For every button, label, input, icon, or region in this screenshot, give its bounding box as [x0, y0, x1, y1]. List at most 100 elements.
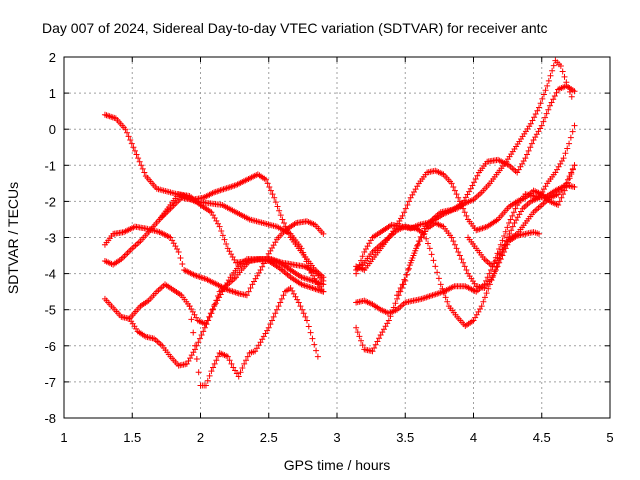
data-point [469, 182, 476, 189]
y-tick-label: 2 [49, 50, 56, 65]
data-point [455, 194, 462, 201]
data-point [208, 310, 215, 317]
data-point [435, 290, 442, 297]
data-point [385, 317, 392, 324]
data-point [223, 185, 230, 192]
data-point [556, 198, 563, 205]
data-point [491, 268, 498, 275]
y-tick-label: -4 [44, 267, 56, 282]
data-point [128, 140, 135, 147]
data-point [105, 112, 112, 119]
data-point [217, 187, 224, 194]
data-point [444, 298, 451, 305]
data-point [282, 223, 289, 230]
data-point [467, 185, 474, 192]
data-point [232, 367, 239, 374]
data-point [427, 292, 434, 299]
data-point [317, 287, 324, 294]
data-point [463, 266, 470, 273]
data-point [255, 342, 262, 349]
data-point [487, 266, 494, 273]
data-point [211, 301, 218, 308]
data-point [448, 180, 455, 187]
data-point [571, 122, 578, 129]
data-point [274, 203, 281, 210]
data-point [476, 226, 483, 233]
data-point [528, 140, 535, 147]
data-point [311, 341, 318, 348]
data-point [571, 183, 578, 190]
data-point [402, 205, 409, 212]
data-point [179, 260, 186, 267]
data-point [460, 259, 467, 266]
data-point [448, 234, 455, 241]
data-point [548, 99, 555, 106]
data-point [474, 172, 481, 179]
data-point [401, 276, 408, 283]
data-point [353, 324, 360, 331]
data-point [481, 294, 488, 301]
data-point [399, 212, 406, 219]
data-point [504, 224, 511, 231]
data-point [550, 62, 557, 69]
data-point [313, 347, 320, 354]
data-point [224, 353, 231, 360]
data-point [451, 241, 458, 248]
data-point [566, 88, 573, 95]
data-point [272, 310, 279, 317]
data-point [257, 266, 264, 273]
series-6 [156, 171, 327, 281]
data-point [540, 91, 547, 98]
data-point [213, 357, 220, 364]
data-point [304, 283, 311, 290]
data-point [376, 335, 383, 342]
data-point [550, 96, 557, 103]
data-point [306, 276, 313, 283]
data-point [188, 316, 195, 323]
data-point [501, 233, 508, 240]
data-point [488, 277, 495, 284]
data-point [300, 310, 307, 317]
data-point [505, 220, 512, 227]
data-point [417, 233, 424, 240]
data-point [310, 285, 317, 292]
data-point [522, 155, 529, 162]
data-point [195, 369, 202, 376]
data-point [303, 317, 310, 324]
data-point [412, 247, 419, 254]
data-point [374, 338, 381, 345]
data-point [432, 263, 439, 270]
data-point [403, 271, 410, 278]
data-point [195, 339, 202, 346]
data-point [507, 216, 514, 223]
data-point [527, 144, 534, 151]
data-point [234, 289, 241, 296]
data-point [159, 213, 166, 220]
data-point [455, 248, 462, 255]
data-point [273, 306, 280, 313]
series-12 [353, 122, 578, 329]
tick-marks [63, 56, 611, 419]
series-2 [101, 218, 327, 299]
x-tick-label: 3 [333, 430, 340, 445]
data-point [270, 313, 277, 320]
series-5 [126, 256, 327, 369]
data-point [478, 303, 485, 310]
y-tick-label: -7 [44, 375, 56, 390]
data-point [431, 291, 438, 298]
data-point [415, 238, 422, 245]
data-point [119, 254, 126, 261]
data-point [510, 209, 517, 216]
data-point [567, 134, 574, 141]
data-point [203, 321, 210, 328]
data-point [490, 272, 497, 279]
data-point [133, 151, 140, 158]
data-point [271, 194, 278, 201]
data-point [213, 297, 220, 304]
data-point [463, 212, 470, 219]
data-point [259, 263, 266, 270]
data-point [279, 216, 286, 223]
data-point [546, 102, 553, 109]
data-point [307, 284, 314, 291]
data-point [544, 82, 551, 89]
